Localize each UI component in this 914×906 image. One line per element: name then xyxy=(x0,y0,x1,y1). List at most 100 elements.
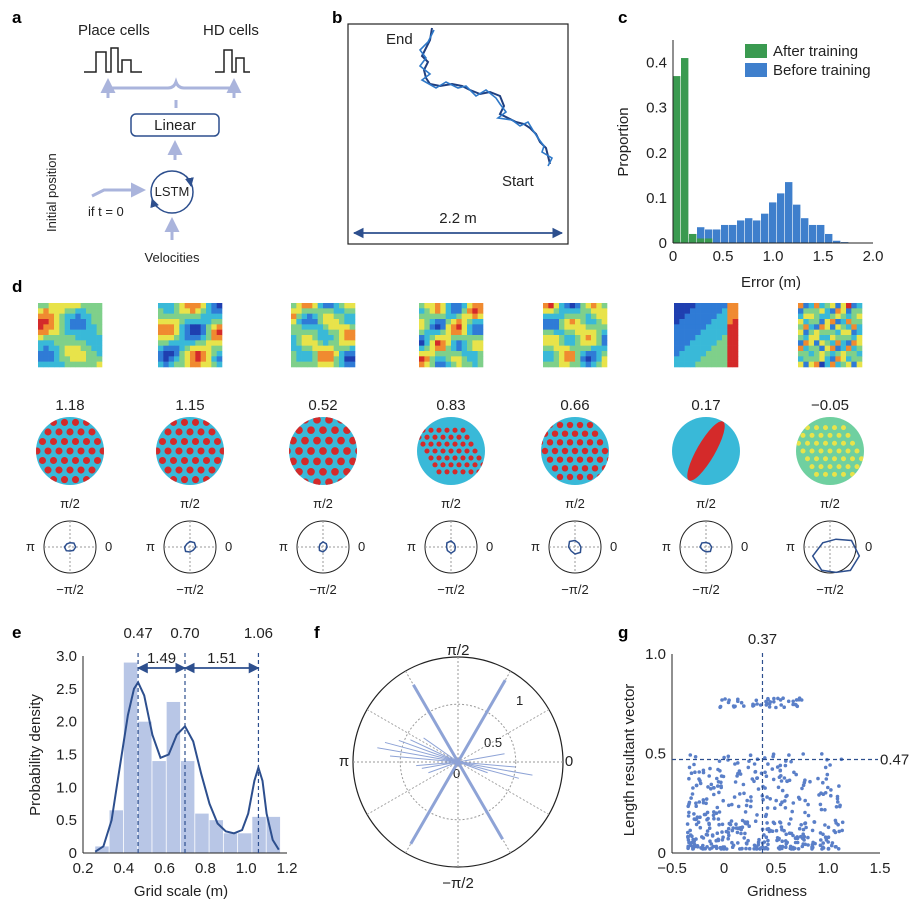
ratemap-pixel xyxy=(711,351,717,357)
ratemap-pixel xyxy=(679,361,685,368)
ratemap-pixel xyxy=(695,361,701,368)
autocorr-peak xyxy=(213,457,222,465)
ratemap-pixel xyxy=(727,345,733,352)
autocorr-peak xyxy=(420,441,426,447)
ratemap-pixel xyxy=(553,356,560,362)
ratemap-pixel xyxy=(808,319,815,325)
ratemap-pixel xyxy=(580,351,586,357)
autocorr-peak xyxy=(436,455,442,461)
ratemap-pixel xyxy=(711,313,717,320)
scatter-point xyxy=(819,807,824,812)
ratemap-pixel xyxy=(211,351,217,357)
scatter-point xyxy=(764,812,769,817)
ratemap-pixel xyxy=(168,308,175,314)
ratemap-pixel xyxy=(553,308,560,314)
ratemap-pixel xyxy=(679,319,685,325)
ratemap-pixel xyxy=(38,340,44,346)
ratemap-pixel xyxy=(424,319,430,325)
scatter-point xyxy=(824,838,829,842)
ratemap-pixel xyxy=(80,340,87,346)
ratemap-pixel xyxy=(296,345,302,352)
scatter-point xyxy=(803,821,808,825)
ratemap-pixel xyxy=(440,361,446,368)
direction-spoke xyxy=(456,761,504,841)
polar-trace xyxy=(567,539,582,555)
ratemap-pixel xyxy=(711,324,717,330)
autocorr-peaks xyxy=(156,418,224,484)
ratemap-pixel xyxy=(456,345,462,352)
scatter-point xyxy=(780,846,784,851)
autocorr-peak xyxy=(541,421,544,429)
scatter-point xyxy=(820,752,824,756)
scatter-point xyxy=(747,846,752,851)
autocorr-peak xyxy=(424,434,430,440)
panel-f-r1: 1 xyxy=(516,693,523,708)
autocorr-peak xyxy=(313,436,321,445)
ratemap-pixel xyxy=(840,340,847,346)
ratemap-pixel xyxy=(461,345,468,352)
autocorr-peak xyxy=(289,457,297,466)
ratemap-pixel xyxy=(179,303,185,309)
ratemap-pixel xyxy=(323,313,329,320)
ratemap-pixel xyxy=(38,324,44,330)
autocorr-peak xyxy=(428,441,434,447)
scatter-point xyxy=(706,785,710,789)
ratemap-pixel xyxy=(585,324,592,330)
scatter-point xyxy=(784,832,788,837)
scatter-point xyxy=(787,831,792,835)
autocorr-peak xyxy=(38,437,47,445)
ratemap-pixel xyxy=(440,313,446,320)
ratemap-pixel xyxy=(569,303,576,309)
ratemap-pixel xyxy=(477,319,484,325)
ratemap-pixel xyxy=(467,351,473,357)
ratemap-pixel xyxy=(91,345,97,352)
ratemap-pixel xyxy=(317,308,324,314)
ratemap-pixel xyxy=(591,308,597,314)
autocorr-peak xyxy=(436,441,442,447)
ratemap-pixel xyxy=(856,319,863,325)
ratemap-pixel xyxy=(684,351,691,357)
ratemap-pixel xyxy=(158,335,164,341)
direction-spoke xyxy=(410,739,459,763)
scatter-point xyxy=(787,822,791,826)
ratemap-pixel xyxy=(163,319,169,325)
ratemap-pixel xyxy=(91,308,97,314)
ratemap-pixel xyxy=(553,340,560,346)
ratemap-pixel xyxy=(435,345,441,352)
ratemap-pixel xyxy=(674,351,680,357)
ratemap-pixel xyxy=(43,303,49,309)
scatter-point xyxy=(750,777,755,781)
ratemap-pixel xyxy=(456,319,462,325)
ratemap-pixel xyxy=(291,356,297,362)
ratemap-pixel xyxy=(307,345,313,352)
scatter-point xyxy=(776,846,781,850)
scatter-point xyxy=(751,704,755,708)
bar xyxy=(825,233,833,243)
ratemap-pixel xyxy=(54,351,60,357)
autocorr-peaks xyxy=(687,421,725,481)
ratemap-pixel xyxy=(179,308,185,314)
autocorr-peak xyxy=(571,465,579,472)
autocorr-peak xyxy=(818,448,824,454)
ratemap-pixel xyxy=(695,351,701,357)
gridness-score: 0.83 xyxy=(436,397,465,414)
autocorr-peak xyxy=(277,416,285,424)
ratemap-pixel xyxy=(91,335,97,341)
scatter-point xyxy=(795,836,800,841)
autocorr-peak xyxy=(325,436,333,445)
ratemap-pixel xyxy=(798,324,804,330)
ratemap-pixel xyxy=(339,335,345,341)
ratemap-pixel xyxy=(179,313,185,320)
ratemap-pixel xyxy=(814,324,820,330)
ratemap-pixel xyxy=(419,324,425,330)
scatter-point xyxy=(694,804,698,808)
ratemap-pixel xyxy=(211,356,217,362)
ratemap-pixel xyxy=(86,319,92,325)
ratemap-pixel xyxy=(830,361,836,368)
ratemap-pixel xyxy=(323,345,329,352)
ratemap-pixel xyxy=(344,335,350,341)
panel-label-f: f xyxy=(314,623,320,642)
autocorr-peak xyxy=(436,427,442,433)
scatter-point xyxy=(778,768,783,773)
ratemap-pixel xyxy=(419,313,425,320)
